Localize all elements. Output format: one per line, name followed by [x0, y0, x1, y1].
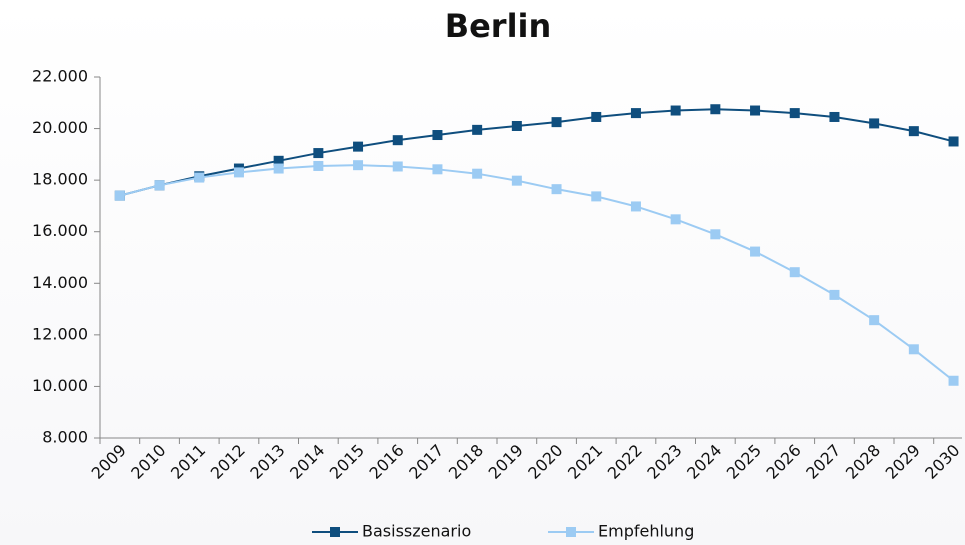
x-tick-label: 2029 — [882, 441, 924, 483]
series-line — [119, 108, 954, 197]
marker — [670, 105, 681, 116]
marker — [472, 124, 483, 135]
x-tick-label: 2020 — [524, 441, 566, 483]
marker — [908, 344, 919, 355]
x-tick-label: 2016 — [366, 441, 408, 483]
x-tick-label: 2024 — [683, 441, 725, 483]
x-tick-label: 2010 — [127, 441, 169, 483]
x-tick-label: 2025 — [723, 441, 765, 483]
marker — [353, 141, 364, 152]
legend-label: Basisszenario — [362, 522, 471, 541]
y-tick-label: 18.000 — [32, 170, 88, 189]
marker — [472, 168, 483, 179]
x-tick-label: 2014 — [286, 441, 328, 483]
marker — [948, 375, 959, 386]
x-tick-label: 2011 — [167, 441, 209, 483]
marker — [750, 105, 761, 116]
marker — [908, 126, 919, 137]
x-tick-label: 2013 — [246, 441, 288, 483]
marker — [750, 246, 761, 257]
x-tick-label: 2027 — [802, 441, 844, 483]
legend-marker — [566, 527, 576, 537]
legend-item: Basisszenario — [312, 522, 471, 541]
marker — [233, 167, 244, 178]
y-tick-label: 20.000 — [32, 118, 88, 137]
y-tick-label: 16.000 — [32, 221, 88, 240]
y-tick-label: 8.000 — [42, 428, 88, 447]
x-tick-label: 2021 — [564, 441, 606, 483]
x-tick-label: 2030 — [921, 441, 963, 483]
marker — [591, 191, 602, 202]
marker — [194, 172, 205, 183]
x-tick-label: 2022 — [604, 441, 646, 483]
marker — [710, 104, 721, 115]
marker — [591, 111, 602, 122]
marker — [511, 120, 522, 131]
marker — [432, 164, 443, 175]
marker — [710, 229, 721, 240]
marker — [829, 111, 840, 122]
marker — [789, 267, 800, 278]
marker — [114, 190, 125, 201]
x-tick-label: 2026 — [763, 441, 805, 483]
y-tick-label: 12.000 — [32, 324, 88, 343]
series-line — [119, 164, 955, 382]
marker — [273, 155, 284, 166]
legend-item: Empfehlung — [548, 522, 694, 541]
marker — [273, 163, 284, 174]
marker — [948, 136, 959, 147]
marker — [869, 118, 880, 129]
chart-title: Berlin — [445, 7, 552, 45]
marker — [313, 160, 324, 171]
marker — [670, 214, 681, 225]
legend-label: Empfehlung — [598, 522, 694, 541]
marker — [392, 161, 403, 172]
marker — [432, 130, 443, 141]
y-tick-label: 22.000 — [32, 67, 88, 86]
marker — [353, 160, 364, 171]
marker — [511, 175, 522, 186]
legend-marker — [330, 527, 340, 537]
x-tick-label: 2017 — [405, 441, 447, 483]
marker — [154, 180, 165, 191]
x-tick-label: 2009 — [88, 441, 130, 483]
marker — [392, 135, 403, 146]
y-tick-label: 14.000 — [32, 273, 88, 292]
marker — [313, 148, 324, 159]
x-tick-label: 2012 — [207, 441, 249, 483]
x-tick-label: 2028 — [842, 441, 884, 483]
marker — [829, 289, 840, 300]
marker — [869, 315, 880, 326]
y-tick-label: 10.000 — [32, 376, 88, 395]
marker — [551, 184, 562, 195]
x-tick-label: 2019 — [485, 441, 527, 483]
marker — [789, 108, 800, 119]
x-tick-label: 2018 — [445, 441, 487, 483]
x-tick-label: 2015 — [326, 441, 368, 483]
marker — [630, 201, 641, 212]
x-tick-label: 2023 — [643, 441, 685, 483]
marker — [630, 108, 641, 119]
marker — [551, 117, 562, 128]
